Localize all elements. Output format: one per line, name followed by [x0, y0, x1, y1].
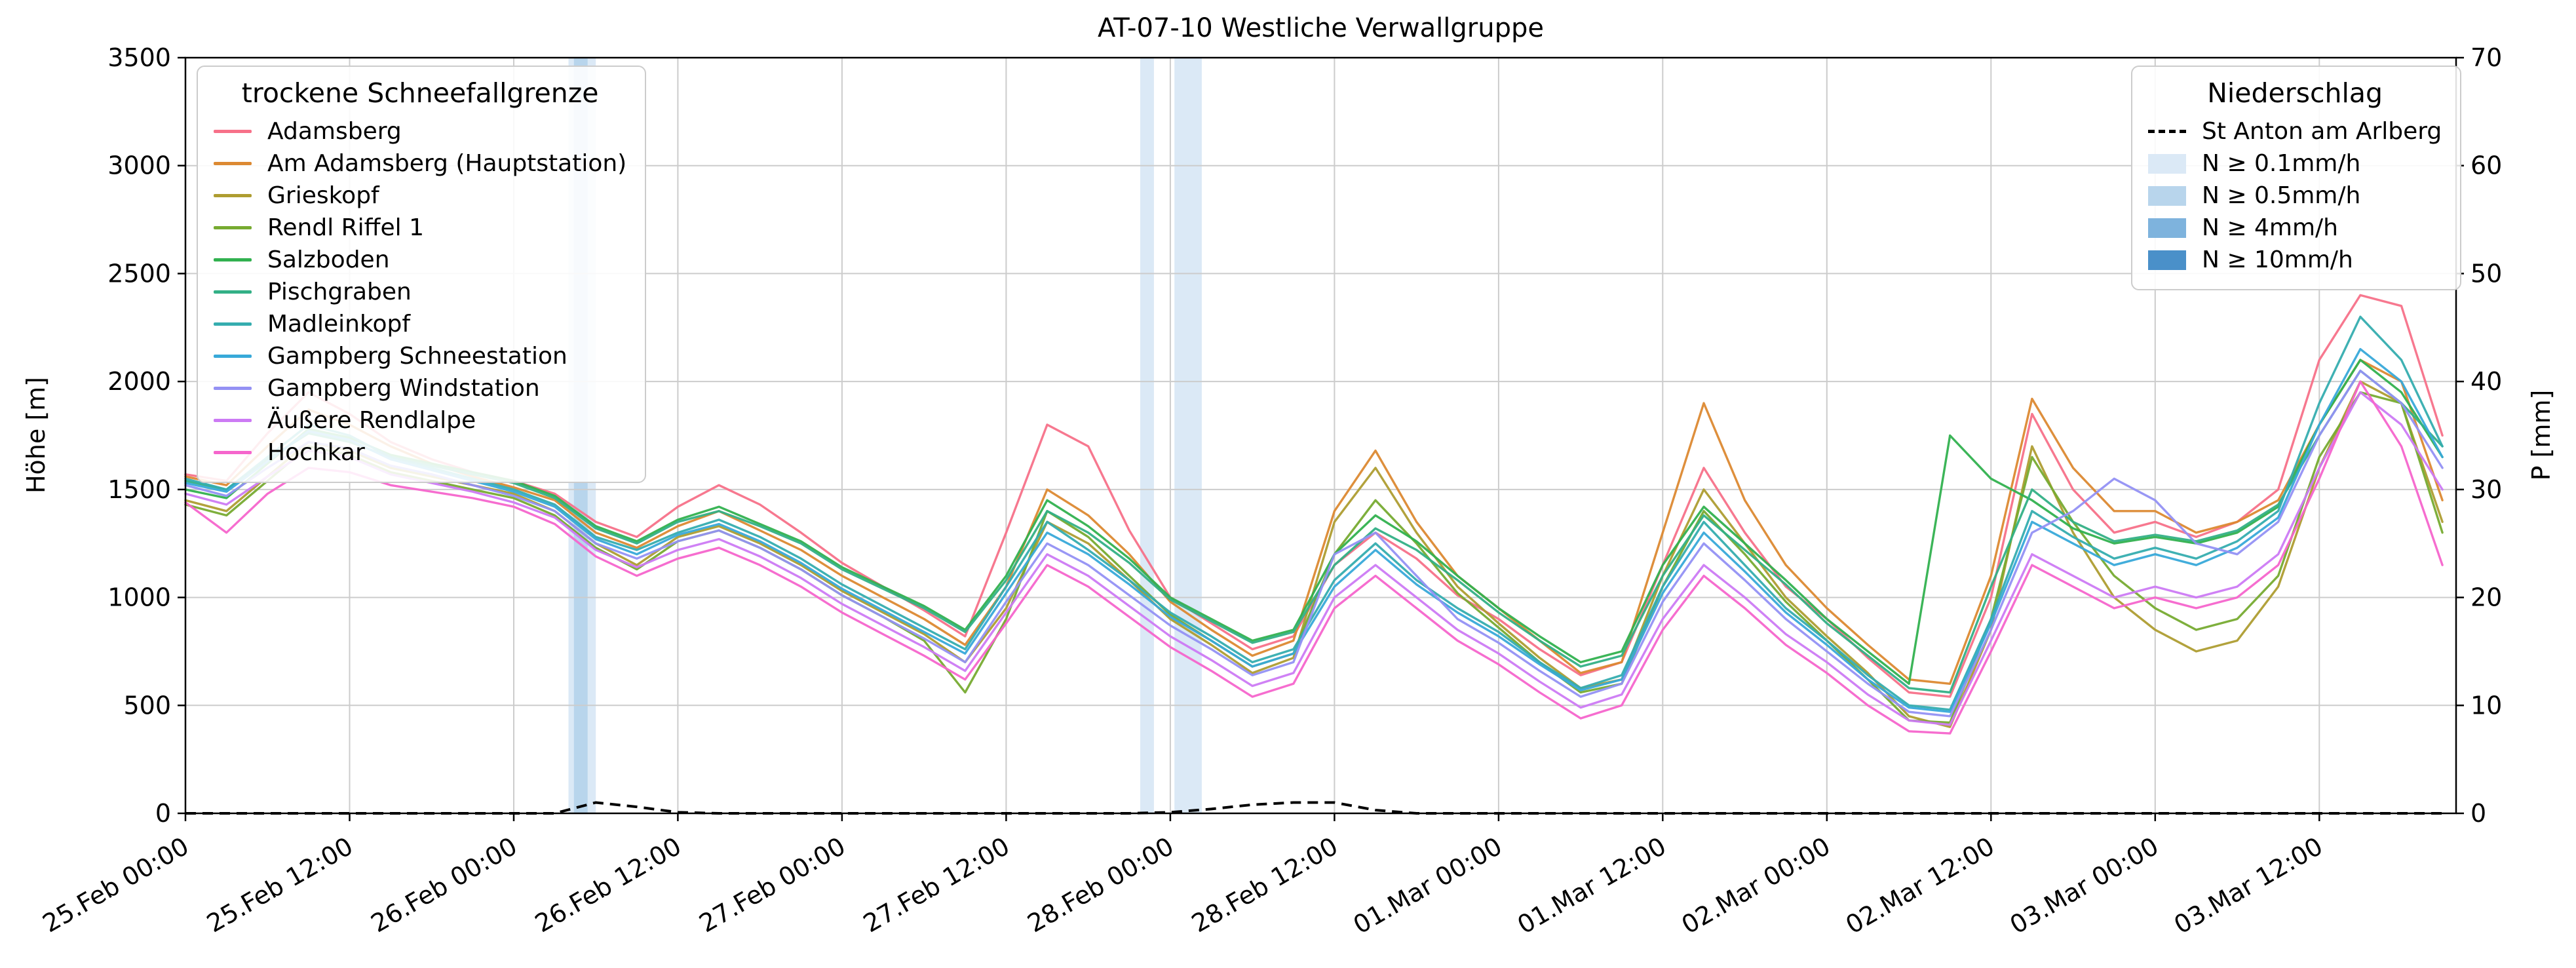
- svg-text:28.Feb 00:00: 28.Feb 00:00: [1022, 832, 1178, 939]
- series-color-swatch: [214, 387, 252, 390]
- legend-item-label: Hochkar: [267, 439, 365, 466]
- svg-text:03.Mar 12:00: 03.Mar 12:00: [2169, 832, 2328, 940]
- svg-text:40: 40: [2470, 367, 2502, 396]
- series-color-swatch: [214, 290, 252, 294]
- svg-text:0: 0: [2470, 799, 2486, 828]
- legend-item-station: Gampberg Windstation: [214, 372, 626, 404]
- svg-text:01.Mar 12:00: 01.Mar 12:00: [1512, 832, 1671, 940]
- series-line: [184, 358, 2444, 686]
- series-line: [184, 348, 2444, 713]
- legend-item-label: Rendl Riffel 1: [267, 214, 424, 241]
- legend-item-label: Gampberg Windstation: [267, 375, 540, 402]
- svg-text:50: 50: [2470, 259, 2502, 288]
- svg-text:26.Feb 00:00: 26.Feb 00:00: [366, 832, 522, 939]
- svg-text:30: 30: [2470, 475, 2502, 504]
- svg-text:25.Feb 12:00: 25.Feb 12:00: [202, 832, 358, 939]
- legend-item-station: Madleinkopf: [214, 308, 626, 340]
- svg-text:28.Feb 12:00: 28.Feb 12:00: [1187, 832, 1343, 939]
- series-color-swatch: [214, 419, 252, 422]
- svg-text:27.Feb 12:00: 27.Feb 12:00: [858, 832, 1014, 939]
- legend-item-precip-level: N ≥ 10mm/h: [2148, 244, 2442, 276]
- svg-text:0: 0: [155, 799, 171, 828]
- svg-text:02.Mar 12:00: 02.Mar 12:00: [1841, 832, 1999, 940]
- series-color-swatch: [214, 162, 252, 165]
- legend-item-station: Am Adamsberg (Hauptstation): [214, 147, 626, 180]
- series-color-swatch: [214, 355, 252, 358]
- chart-title: AT-07-10 Westliche Verwallgruppe: [1098, 13, 1544, 43]
- legend-item-station: Hochkar: [214, 436, 626, 469]
- legend-item-precip-level: N ≥ 0.5mm/h: [2148, 180, 2442, 212]
- legend-item-label: St Anton am Arlberg: [2202, 118, 2442, 145]
- series-line: [184, 391, 2444, 726]
- svg-text:01.Mar 00:00: 01.Mar 00:00: [1349, 832, 1507, 940]
- svg-text:2500: 2500: [107, 259, 171, 288]
- legend-item-precip-level: N ≥ 4mm/h: [2148, 212, 2442, 244]
- legend-item-label: N ≥ 0.5mm/h: [2202, 182, 2361, 209]
- legend-item-label: Salzboden: [267, 246, 390, 273]
- series-color-swatch: [214, 322, 252, 326]
- precip-level-swatch: [2148, 185, 2186, 206]
- series-color-swatch: [214, 226, 252, 229]
- legend-snowline: trockene Schneefallgrenze Adamsberg Am Ad…: [197, 66, 647, 483]
- precip-band: [1140, 58, 1154, 813]
- series-line: [184, 358, 2444, 686]
- legend-snowline-items: Adamsberg Am Adamsberg (Hauptstation) Grie…: [214, 115, 626, 469]
- svg-text:3500: 3500: [107, 43, 171, 72]
- precip-level-swatch: [2148, 153, 2186, 174]
- series-color-swatch: [214, 258, 252, 261]
- svg-text:27.Feb 00:00: 27.Feb 00:00: [694, 832, 850, 939]
- legend-item-station: Adamsberg: [214, 115, 626, 147]
- svg-text:02.Mar 00:00: 02.Mar 00:00: [1677, 832, 1836, 940]
- legend-item-label: N ≥ 4mm/h: [2202, 214, 2338, 241]
- legend-precip-title: Niederschlag: [2207, 77, 2383, 109]
- legend-item-station: Äußere Rendlalpe: [214, 404, 626, 436]
- svg-text:60: 60: [2470, 151, 2502, 180]
- legend-item-label: Am Adamsberg (Hauptstation): [267, 150, 627, 177]
- series-line: [184, 315, 2444, 711]
- svg-text:2000: 2000: [107, 367, 171, 396]
- svg-text:500: 500: [123, 691, 171, 720]
- series-color-swatch: [214, 451, 252, 454]
- legend-item-label: Äußere Rendlalpe: [267, 407, 476, 434]
- legend-item-label: Gampberg Schneestation: [267, 343, 567, 370]
- precip-level-swatch: [2148, 250, 2186, 270]
- legend-snowline-title: trockene Schneefallgrenze: [241, 77, 599, 109]
- precip-band: [1174, 58, 1202, 813]
- legend-item-label: N ≥ 0.1mm/h: [2202, 150, 2361, 177]
- legend-precip: Niederschlag St Anton am Arlberg N ≥ 0.1m…: [2131, 66, 2462, 290]
- series-line: [184, 391, 2444, 724]
- legend-item-station: Grieskopf: [214, 180, 626, 212]
- legend-item-precip-station: St Anton am Arlberg: [2148, 115, 2442, 147]
- legend-item-label: Grieskopf: [267, 182, 379, 209]
- series-line: [184, 294, 2444, 698]
- precip-line: [185, 801, 2443, 815]
- svg-text:25.Feb 00:00: 25.Feb 00:00: [38, 832, 194, 939]
- svg-text:3000: 3000: [107, 151, 171, 180]
- svg-text:26.Feb 12:00: 26.Feb 12:00: [530, 832, 686, 939]
- series-color-swatch: [214, 130, 252, 133]
- svg-text:70: 70: [2470, 43, 2502, 72]
- legend-item-station: Gampberg Schneestation: [214, 340, 626, 372]
- series-color-swatch: [214, 194, 252, 197]
- legend-item-station: Salzboden: [214, 244, 626, 276]
- svg-text:03.Mar 00:00: 03.Mar 00:00: [2005, 832, 2164, 940]
- series-line: [184, 370, 2444, 694]
- svg-text:20: 20: [2470, 583, 2502, 612]
- precip-level-swatch: [2148, 218, 2186, 238]
- legend-precip-items: St Anton am Arlberg N ≥ 0.1mm/h N ≥ 0.5mm/…: [2148, 115, 2442, 276]
- svg-text:1000: 1000: [107, 583, 171, 612]
- legend-item-label: Pischgraben: [267, 279, 412, 305]
- legend-item-station: Rendl Riffel 1: [214, 212, 626, 244]
- series-line: [184, 370, 2444, 718]
- legend-item-precip-level: N ≥ 0.1mm/h: [2148, 147, 2442, 180]
- legend-item-label: Madleinkopf: [267, 311, 411, 338]
- legend-item-label: Adamsberg: [267, 118, 402, 145]
- series-line: [184, 380, 2444, 735]
- svg-text:1500: 1500: [107, 475, 171, 504]
- svg-text:10: 10: [2470, 691, 2502, 720]
- legend-item-station: Pischgraben: [214, 276, 626, 308]
- legend-item-label: N ≥ 10mm/h: [2202, 246, 2353, 273]
- dashed-line-swatch: [2148, 130, 2186, 133]
